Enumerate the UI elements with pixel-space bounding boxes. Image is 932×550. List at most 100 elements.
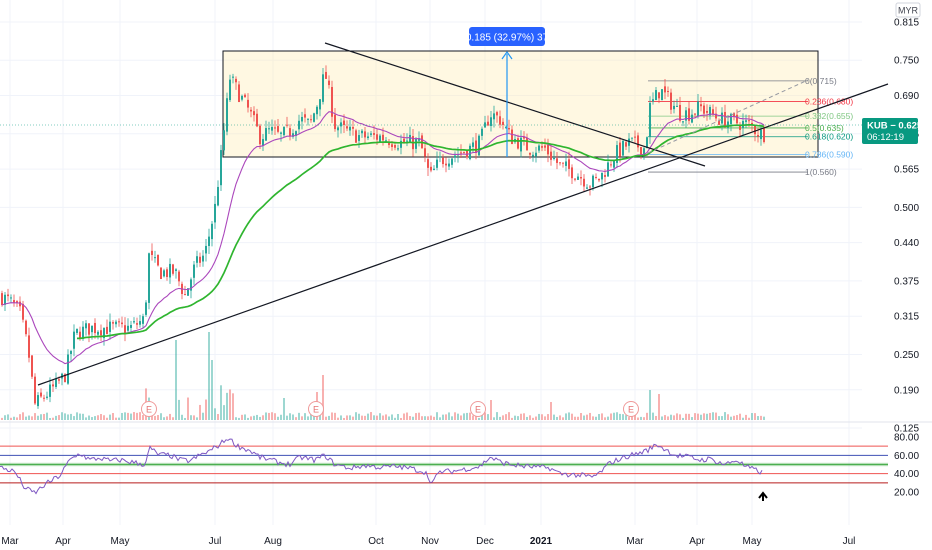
candle-body xyxy=(130,324,132,328)
candle-body xyxy=(616,145,618,163)
volume-bar xyxy=(517,416,519,420)
rsi-level-lines xyxy=(0,445,888,484)
volume-bar xyxy=(442,414,444,420)
candle-body xyxy=(388,142,390,146)
candle-body xyxy=(172,264,174,274)
candle-body xyxy=(337,127,339,131)
price-axis[interactable]: 0.8150.7500.6900.6250.5650.5000.4400.375… xyxy=(894,18,919,435)
candle-body xyxy=(490,117,492,126)
candle-body xyxy=(322,74,324,102)
candle-body xyxy=(634,136,636,138)
rsi-tick-label: 60.00 xyxy=(894,451,919,462)
volume-bar xyxy=(712,412,714,420)
candle-body xyxy=(223,130,225,151)
volume-bar xyxy=(646,412,648,420)
candle-body xyxy=(7,294,9,297)
volume-bar xyxy=(640,416,642,420)
candle-body xyxy=(541,146,543,148)
candle-body xyxy=(202,255,204,262)
candle-body xyxy=(736,114,738,124)
volume-bar xyxy=(649,390,651,420)
candle-body xyxy=(364,131,366,138)
volume-bar xyxy=(4,415,6,420)
volume-bar xyxy=(685,413,687,420)
candle-body xyxy=(403,138,405,143)
volume-bar xyxy=(433,416,435,420)
candle-body xyxy=(649,102,651,137)
candle-body xyxy=(646,137,648,149)
volume-bar xyxy=(565,413,567,420)
candle-body xyxy=(709,106,711,116)
volume-bar xyxy=(502,415,504,420)
volume-bar xyxy=(331,412,333,420)
volume-bar xyxy=(61,412,63,420)
candle-body xyxy=(562,162,564,164)
volume-bar xyxy=(229,389,231,420)
volume-bar xyxy=(310,414,312,420)
bar-countdown: 06:12:19 xyxy=(867,132,904,143)
candle-body xyxy=(496,112,498,116)
volume-bar xyxy=(568,412,570,420)
volume-bar xyxy=(658,394,660,420)
volume-bar xyxy=(181,414,183,420)
candle-body xyxy=(235,78,237,83)
volume-bar xyxy=(676,413,678,420)
volume-bar xyxy=(175,340,177,420)
candle-body xyxy=(343,120,345,125)
volume-bar xyxy=(28,415,30,420)
candle-body xyxy=(475,140,477,153)
time-tick-label: Nov xyxy=(421,536,439,547)
candle-body xyxy=(46,396,48,398)
time-tick-label: 2021 xyxy=(530,536,553,547)
volume-bar xyxy=(490,400,492,420)
candle-body xyxy=(409,134,411,142)
candle-body xyxy=(40,392,42,397)
time-tick-label: Jul xyxy=(843,536,856,547)
candle-body xyxy=(190,279,192,291)
volume-bar xyxy=(511,417,513,420)
candle-body xyxy=(667,91,669,93)
candle-body xyxy=(445,163,447,166)
volume-bar xyxy=(475,415,477,420)
volume-bar xyxy=(679,414,681,420)
candle-body xyxy=(37,395,39,407)
candle-body xyxy=(280,132,282,134)
volume-bar xyxy=(352,416,354,420)
volume-bar xyxy=(691,417,693,420)
candle-body xyxy=(472,142,474,147)
candle-body xyxy=(664,86,666,93)
volume-bar xyxy=(82,413,84,420)
candle-body xyxy=(259,125,261,145)
volume-bar xyxy=(295,417,297,420)
fib-retracement[interactable]: 0(0.715) 0.236(0.680) 0.382(0.655) 0.5(0.63… xyxy=(648,76,853,177)
candle-body xyxy=(340,122,342,127)
descending-trendline[interactable] xyxy=(324,42,706,167)
volume-bar xyxy=(253,415,255,420)
candle-body xyxy=(115,321,117,325)
ascending-trendline[interactable] xyxy=(37,83,889,386)
candle-body xyxy=(424,148,426,157)
candle-body xyxy=(169,263,171,278)
volume-bar xyxy=(205,399,207,420)
volume-bar xyxy=(610,413,612,420)
volume-bar xyxy=(334,412,336,420)
candle-body xyxy=(661,89,663,101)
candle-body xyxy=(289,128,291,136)
candle-body xyxy=(193,264,195,278)
candle-body xyxy=(307,118,309,120)
volume-bar xyxy=(10,417,12,420)
candle-body xyxy=(241,95,243,100)
candle-body xyxy=(55,378,57,387)
volume-bar xyxy=(241,414,243,420)
projection-dashed-line xyxy=(647,79,809,154)
volume-bar xyxy=(694,413,696,420)
volume-bar xyxy=(319,413,321,420)
arrow-up-icon xyxy=(758,491,768,501)
time-axis[interactable]: Mar Apr May Jul Aug Oct Nov Dec 2021 Mar Apr May Jul xyxy=(1,536,855,547)
volume-bar xyxy=(529,415,531,420)
candle-body xyxy=(487,121,489,126)
candle-body xyxy=(106,326,108,335)
price-tick-label: 0.250 xyxy=(894,350,919,361)
